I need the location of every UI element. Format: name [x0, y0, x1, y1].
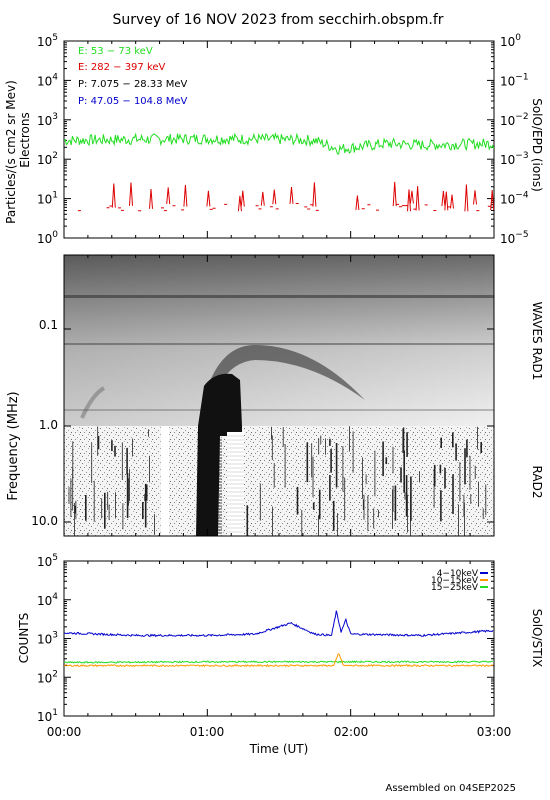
ytick-label: 100 — [500, 33, 521, 49]
rad2-burst-core — [196, 426, 242, 536]
waves-ytick-label: 10.0 — [31, 514, 58, 528]
ytick-label: 102 — [37, 669, 58, 685]
epd-right-axis: 10−5 10−4 10−3 10−2 10−1 100 — [487, 33, 529, 246]
epd-legend-item: E: 282 − 397 keV — [78, 62, 166, 73]
ytick-label: 105 — [37, 33, 58, 49]
ytick-label: 103 — [37, 112, 58, 128]
xtick-label: 00:00 — [47, 725, 82, 739]
stix-series-15-25kev — [64, 660, 493, 664]
epd-ylabel-line1: Particles/(s cm2 sr Mev) — [4, 80, 18, 224]
stix-right-label: SolO/STIX — [530, 609, 544, 668]
ytick-label: 10−4 — [500, 191, 529, 207]
ytick-label: 105 — [37, 553, 58, 569]
rad2-data-gap — [161, 426, 169, 536]
ytick-label: 103 — [37, 631, 58, 647]
stix-series-10-15kev — [64, 653, 494, 668]
stix-panel: 101 102 103 104 105 4−10keV 10−15keV 15−25ke… — [17, 553, 544, 724]
xaxis-label: Time (UT) — [249, 742, 309, 756]
epd-legend-item: P: 47.05 − 104.8 MeV — [78, 96, 188, 107]
ytick-label: 10−3 — [500, 151, 529, 167]
epd-legend: E: 53 − 73 keV E: 282 − 397 keV P: 7.075… — [78, 46, 188, 107]
ytick-label: 104 — [37, 72, 58, 88]
ytick-label: 102 — [37, 151, 58, 167]
ytick-label: 104 — [37, 592, 58, 608]
rad1-band-line — [64, 409, 494, 411]
ytick-label: 10−2 — [500, 112, 529, 128]
stix-axis: 101 102 103 104 105 — [37, 553, 495, 724]
rad1-burst-drift — [205, 345, 365, 400]
waves-ylabel: Frequency (MHz) — [6, 391, 21, 500]
waves-panel: 0.1 1.0 10.0 Frequency (MHz) WAVES RAD1 … — [6, 254, 544, 537]
rad2-background — [64, 426, 494, 536]
epd-series-electrons-282-397 — [77, 181, 494, 212]
ytick-label: 10−1 — [500, 72, 529, 88]
rad1-band-line — [64, 295, 494, 298]
footer-note: Assembled on 04SEP2025 — [386, 783, 516, 794]
rad1-faint-trace — [80, 386, 106, 419]
time-axis: 00:00 01:00 02:00 03:00 Time (UT) — [47, 725, 512, 756]
epd-left-axis: 100 101 102 103 104 105 — [37, 33, 495, 246]
ytick-label: 101 — [37, 708, 58, 724]
stix-legend-item: 10−15keV — [431, 576, 479, 586]
rad2-label: RAD2 — [530, 466, 544, 499]
stix-legend: 4−10keV 10−15keV 15−25keV — [431, 569, 488, 593]
rad1-band-line — [64, 343, 494, 345]
epd-legend-item: P: 7.075 − 28.33 MeV — [78, 79, 188, 90]
rad1-burst-core — [198, 373, 242, 426]
stix-frame — [63, 560, 495, 717]
epd-series-electrons-53-73 — [64, 132, 494, 155]
xtick-label: 02:00 — [334, 725, 369, 739]
epd-ylabel-line2: Electrons — [18, 112, 32, 167]
ytick-label: 10−5 — [500, 230, 529, 246]
ytick-label: 100 — [37, 230, 58, 246]
epd-legend-item: E: 53 − 73 keV — [78, 46, 153, 57]
waves-axis — [63, 255, 495, 536]
figure-title: Survey of 16 NOV 2023 from secchirh.obsp… — [112, 12, 443, 28]
stix-legend-item: 4−10keV — [437, 569, 479, 579]
stix-ylabel: COUNTS — [17, 613, 31, 664]
ytick-label: 101 — [37, 191, 58, 207]
stix-legend-item: 15−25keV — [431, 583, 479, 593]
waves-ytick-label: 0.1 — [39, 318, 58, 332]
rad1-label: WAVES RAD1 — [530, 302, 544, 381]
xtick-label: 01:00 — [190, 725, 225, 739]
epd-right-label: SolO/EPD (ions) — [530, 98, 544, 192]
xtick-label: 03:00 — [477, 725, 512, 739]
waves-ytick-label: 1.0 — [39, 418, 58, 432]
stix-series-4-10kev — [64, 610, 494, 638]
